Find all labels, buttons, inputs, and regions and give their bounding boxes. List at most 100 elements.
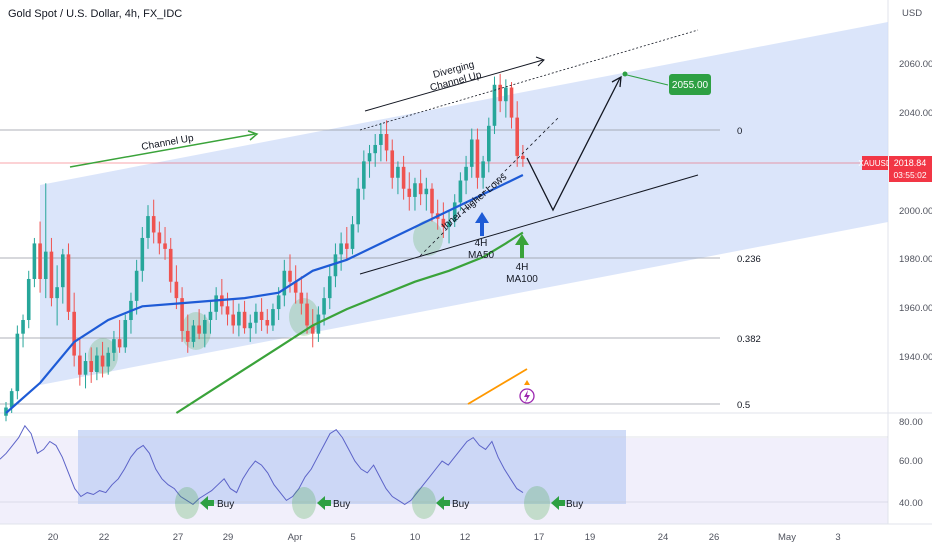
diverging-arrow bbox=[364, 59, 544, 112]
buy-arrow-icon bbox=[317, 496, 331, 510]
candle-body bbox=[106, 352, 111, 367]
candle-body bbox=[112, 339, 116, 353]
candle-body bbox=[487, 125, 491, 162]
candle-body bbox=[89, 361, 93, 372]
diverging-upper-line bbox=[359, 29, 699, 131]
candle-body bbox=[61, 254, 65, 288]
buy-arrow-icon bbox=[436, 496, 450, 510]
time-tick: 5 bbox=[350, 532, 355, 543]
candle-body bbox=[231, 314, 235, 326]
ma100-line bbox=[175, 231, 524, 414]
fib-label-05: 0.5 bbox=[737, 400, 750, 411]
candle-body bbox=[367, 153, 372, 162]
candle-body bbox=[504, 87, 508, 102]
candle-body bbox=[254, 311, 258, 323]
current-price-tag bbox=[889, 156, 932, 182]
candle-body bbox=[203, 320, 207, 334]
candle-body bbox=[350, 224, 355, 249]
candle-body bbox=[83, 361, 88, 375]
rsi-buy-marker: Buy bbox=[175, 487, 234, 519]
candle-body bbox=[237, 311, 241, 326]
candle-body bbox=[492, 84, 497, 126]
candle-body bbox=[452, 202, 457, 222]
price-tick: 1960.00 bbox=[899, 303, 932, 314]
price-axis-currency: USD bbox=[902, 8, 922, 19]
candle-body bbox=[38, 243, 42, 279]
time-tick: 19 bbox=[585, 532, 596, 543]
rsi-tick: 60.00 bbox=[899, 456, 923, 467]
candle-body bbox=[43, 251, 48, 279]
candle-body bbox=[356, 188, 360, 225]
candle-body bbox=[248, 322, 253, 329]
candle-body bbox=[339, 243, 343, 255]
target-connector bbox=[626, 74, 669, 86]
rsi-buy-ellipse bbox=[524, 486, 550, 520]
candle-body bbox=[293, 281, 298, 293]
diverging-arrowhead bbox=[535, 56, 545, 67]
candle-body bbox=[509, 87, 514, 118]
candle-body bbox=[197, 325, 201, 334]
diverging-lower-line bbox=[359, 174, 699, 275]
candle-body bbox=[424, 188, 429, 195]
ma100-label-line1: 4H bbox=[516, 262, 529, 273]
candle-body bbox=[464, 166, 468, 181]
rsi-buy-ellipse bbox=[175, 487, 199, 519]
candle-body bbox=[322, 298, 326, 315]
time-tick: 10 bbox=[410, 532, 421, 543]
price-tick: 1980.00 bbox=[899, 254, 932, 265]
candle-body bbox=[9, 391, 14, 408]
candle-body bbox=[282, 270, 287, 296]
candle-body bbox=[390, 150, 395, 178]
buy-label: Buy bbox=[333, 499, 350, 510]
ma100-label-line2: MA100 bbox=[506, 274, 538, 285]
candle-body bbox=[134, 270, 139, 301]
symbol-tag bbox=[862, 156, 888, 170]
chart-title: Gold Spot / U.S. Dollar, 4h, FX_IDC bbox=[8, 8, 182, 20]
candle-body bbox=[259, 311, 264, 321]
candle-body bbox=[140, 237, 145, 271]
candle-body bbox=[174, 281, 179, 299]
price-tick: 2000.00 bbox=[899, 206, 932, 217]
time-tick: 27 bbox=[173, 532, 184, 543]
target-price-label: 2055.00 bbox=[672, 80, 709, 91]
time-tick: 12 bbox=[460, 532, 471, 543]
candle-body bbox=[305, 303, 309, 326]
fib-label-0: 0 bbox=[737, 126, 742, 137]
candle-body bbox=[271, 309, 275, 326]
candle-body bbox=[49, 251, 54, 299]
candle-body bbox=[333, 254, 338, 277]
candle-body bbox=[384, 134, 389, 151]
event-marker-icon bbox=[524, 380, 530, 385]
time-tick: 3 bbox=[835, 532, 840, 543]
time-tick: 29 bbox=[223, 532, 234, 543]
target-price-box[interactable] bbox=[669, 74, 711, 95]
rsi-buy-ellipse bbox=[292, 487, 316, 519]
orange-trend-line bbox=[467, 368, 528, 405]
candle-body bbox=[100, 355, 105, 367]
lightning-glyph-icon bbox=[524, 390, 530, 403]
rsi-buy-marker: Buy bbox=[412, 487, 469, 519]
time-tick: 26 bbox=[709, 532, 720, 543]
candle-body bbox=[469, 139, 474, 167]
ma50-arrow-icon bbox=[475, 212, 489, 223]
candle-body bbox=[95, 355, 99, 372]
candle-body bbox=[55, 287, 59, 299]
candle-body bbox=[447, 221, 451, 228]
fib-label-0382: 0.382 bbox=[737, 334, 761, 345]
ma50-label-line2: MA50 bbox=[468, 250, 495, 261]
projection-path bbox=[526, 77, 621, 212]
candle-body bbox=[157, 232, 162, 244]
candle-body bbox=[430, 188, 434, 214]
rsi-buy-ellipse bbox=[412, 487, 436, 519]
channel-up-arrow bbox=[69, 133, 256, 168]
candle-body bbox=[299, 292, 304, 304]
candle-body bbox=[418, 183, 423, 195]
candle-body bbox=[288, 270, 292, 282]
candle-body bbox=[401, 166, 406, 189]
candle-body bbox=[362, 161, 366, 189]
candle-body bbox=[458, 180, 463, 203]
buy-label: Buy bbox=[566, 499, 583, 510]
candle-body bbox=[208, 311, 213, 321]
candle-body bbox=[168, 248, 173, 282]
